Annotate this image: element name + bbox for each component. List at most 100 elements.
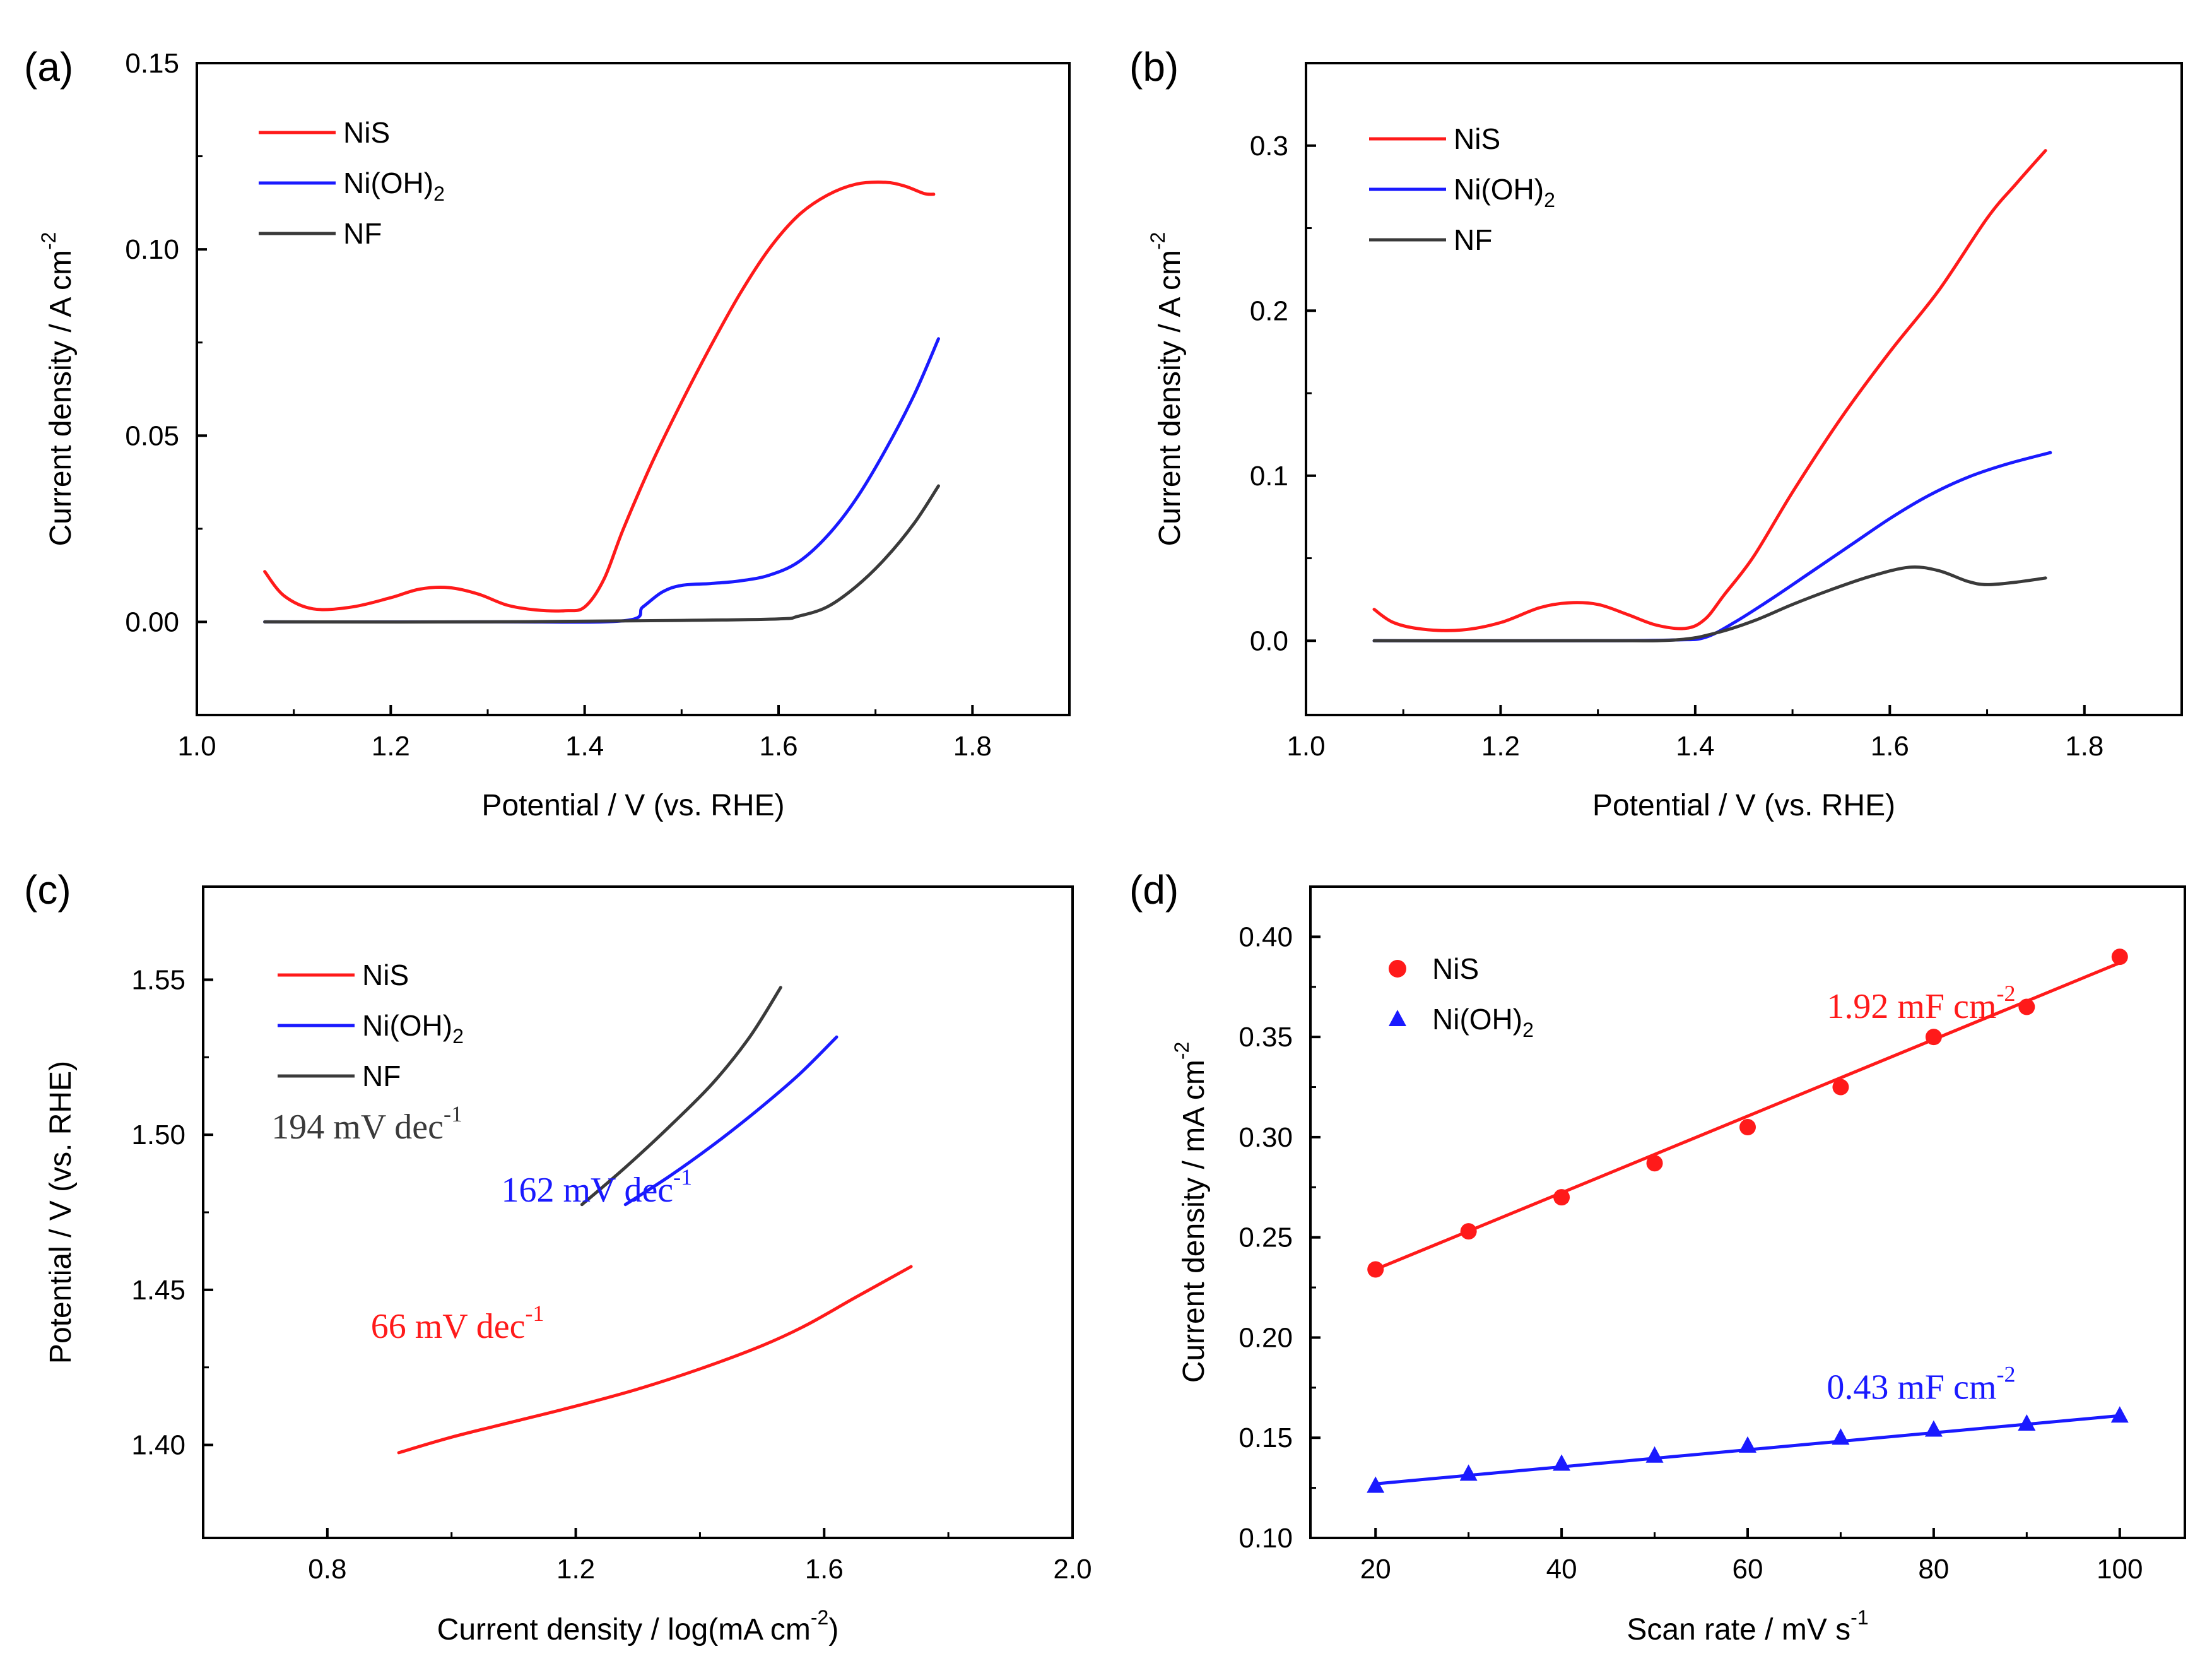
y-tick-label-c: 1.50 <box>131 1120 185 1150</box>
y-tick-label-a: 0.10 <box>125 234 179 265</box>
panel-c: (c) 0.8 1.2 1.6 2.0 1.40 1.45 1.50 1.55 Current d… <box>24 867 1092 1646</box>
legend-label-text: Ni(OH) <box>1432 1003 1522 1036</box>
legend-label-d-NiS: NiS <box>1432 952 1479 985</box>
series-line-a-NF <box>263 484 940 624</box>
data-point-NiOH2 <box>1924 1420 1943 1437</box>
y-axis-label-c-text: Potential / V (vs. RHE) <box>44 1061 78 1364</box>
y-tick-label-d: 0.35 <box>1238 1022 1293 1053</box>
data-point-NiOH2 <box>2018 1414 2036 1431</box>
slope-annotation-c-1: 162 mV dec-1 <box>501 1164 692 1210</box>
data-point-NiS <box>2111 949 2128 966</box>
y-axis-label-a: Current density / A cm-2 <box>37 232 78 547</box>
legend-label-b-NiS: NiS <box>1454 122 1500 155</box>
legend-swatch-d-NiS <box>1389 960 1406 978</box>
slope-annotation-d-0: 1.92 mF cm-2 <box>1827 981 2015 1026</box>
y-tick-label-a: 0.00 <box>125 606 179 637</box>
slope-annotation-c-1-text: 162 mV dec <box>501 1171 673 1210</box>
x-tick-label-d: 40 <box>1546 1554 1577 1585</box>
y-axis-label-b: Current density / A cm-2 <box>1146 232 1187 547</box>
y-tick-label-a: 0.15 <box>125 48 179 79</box>
x-tick-label-d: 20 <box>1360 1554 1391 1585</box>
legend-label-a-NF: NF <box>343 217 382 250</box>
panel-label-b: (b) <box>1129 44 1179 90</box>
series-line-c-NF <box>580 986 782 1207</box>
x-tick-label-b: 1.0 <box>1286 731 1325 762</box>
x-axis-label-d: Scan rate / mV s-1 <box>1627 1606 1868 1646</box>
x-axis-label-c-text: Current density / log(mA cm <box>437 1613 811 1646</box>
x-tick-label-a: 1.8 <box>953 731 992 762</box>
y-axis-label-b-text: Current density / A cm <box>1153 250 1187 547</box>
x-axis-label-b-text: Potential / V (vs. RHE) <box>1592 789 1895 822</box>
slope-annotation-c-2: 66 mV dec-1 <box>371 1301 544 1346</box>
panel-label-d: (d) <box>1129 867 1179 913</box>
slope-annotation-d-1: 0.43 mF cm-2 <box>1827 1361 2015 1407</box>
y-tick-label-d: 0.25 <box>1238 1222 1293 1253</box>
legend-label-a-NiOH2: Ni(OH)2 <box>343 167 445 205</box>
slope-annotation-d-0-text: 1.92 mF cm <box>1827 987 1996 1026</box>
panel-label-c: (c) <box>24 867 71 913</box>
legend-label-text: Ni(OH) <box>1454 173 1544 206</box>
data-point-NiOH2 <box>1832 1428 1850 1445</box>
slope-annotation-d-1-superscript: -2 <box>1996 1361 2015 1386</box>
legend-label-text: Ni(OH) <box>362 1009 452 1042</box>
legend-label-b-NF: NF <box>1454 223 1492 256</box>
x-tick-label-a: 1.4 <box>565 731 604 762</box>
y-axis-label-a-superscript: -2 <box>37 232 60 250</box>
y-axis-label-b-superscript: -2 <box>1146 232 1169 250</box>
y-axis-label-d: Current density / mA cm-2 <box>1170 1042 1211 1383</box>
x-axis-label-a-text: Potential / V (vs. RHE) <box>481 789 784 822</box>
series-line-a-NiOH2 <box>263 337 940 624</box>
y-tick-label-b: 0.0 <box>1250 625 1288 656</box>
y-tick-label-d: 0.15 <box>1238 1422 1293 1453</box>
x-tick-label-d: 100 <box>2097 1554 2143 1585</box>
x-axis-label-end-c: ) <box>828 1613 838 1646</box>
data-point-NiOH2 <box>1645 1446 1664 1463</box>
legend-label-d-NiOH2: Ni(OH)2 <box>1432 1003 1534 1041</box>
data-point-NiS <box>1646 1155 1663 1172</box>
x-tick-label-c: 1.2 <box>556 1554 595 1585</box>
x-tick-label-a: 1.0 <box>177 731 216 762</box>
slope-annotation-c-0: 194 mV dec-1 <box>271 1101 462 1147</box>
legend-label-subscript: 2 <box>1544 189 1555 211</box>
x-tick-label-b: 1.8 <box>2065 731 2103 762</box>
x-axis-label-b: Potential / V (vs. RHE) <box>1592 789 1895 822</box>
panel-label-a: (a) <box>24 44 73 90</box>
x-tick-label-b: 1.6 <box>1871 731 1909 762</box>
y-tick-label-c: 1.55 <box>131 964 185 995</box>
legend-label-subscript: 2 <box>433 182 445 205</box>
x-tick-label-c: 2.0 <box>1053 1554 1091 1585</box>
panel-d: (d) 20 40 60 80 100 0.10 0.15 0.20 0.25 0.30 0.35 0.… <box>1129 867 2186 1646</box>
series-line-b-NF <box>1372 565 2047 642</box>
y-axis-label-d-text: Current density / mA cm <box>1177 1060 1211 1383</box>
y-tick-label-a: 0.05 <box>125 420 179 451</box>
x-axis-label-d-text: Scan rate / mV s <box>1627 1613 1850 1646</box>
y-tick-label-d: 0.30 <box>1238 1122 1293 1153</box>
y-axis-label-a-text: Current density / A cm <box>44 250 78 547</box>
slope-annotation-c-2-superscript: -1 <box>525 1301 544 1326</box>
legend-label-c-NiS: NiS <box>362 959 409 991</box>
slope-annotation-c-0-text: 194 mV dec <box>271 1108 444 1147</box>
data-point-NiOH2 <box>1367 1476 1385 1493</box>
plot-frame-a <box>196 62 1071 716</box>
x-axis-label-a: Potential / V (vs. RHE) <box>481 789 784 822</box>
data-point-NiS <box>1460 1223 1477 1240</box>
data-point-NiOH2 <box>1739 1436 1756 1453</box>
y-axis-label-c: Potential / V (vs. RHE) <box>44 1061 78 1364</box>
y-tick-label-d: 0.10 <box>1238 1523 1293 1554</box>
x-tick-label-b: 1.4 <box>1676 731 1714 762</box>
legend-label-subscript: 2 <box>452 1025 464 1048</box>
x-tick-label-a: 1.6 <box>759 731 797 762</box>
y-tick-label-b: 0.3 <box>1250 131 1288 162</box>
x-tick-label-b: 1.2 <box>1481 731 1520 762</box>
series-line-b-NiS <box>1372 149 2047 632</box>
y-tick-label-b: 0.2 <box>1250 295 1288 326</box>
slope-annotation-c-2-text: 66 mV dec <box>371 1307 526 1346</box>
data-point-NiS <box>1832 1079 1849 1096</box>
x-tick-label-d: 80 <box>1918 1554 1949 1585</box>
x-tick-label-c: 1.6 <box>805 1554 844 1585</box>
panel-b: (b) 1.0 1.2 1.4 1.6 1.8 0.0 0.1 0.2 0.3 Potential … <box>1129 44 2183 822</box>
y-axis-label-d-superscript: -2 <box>1170 1042 1193 1060</box>
panel-a: (a) 1.0 1.2 1.4 1.6 1.8 0.00 0.05 0.10 0.15 Potent… <box>24 44 1071 822</box>
data-point-NiS <box>1925 1029 1942 1046</box>
